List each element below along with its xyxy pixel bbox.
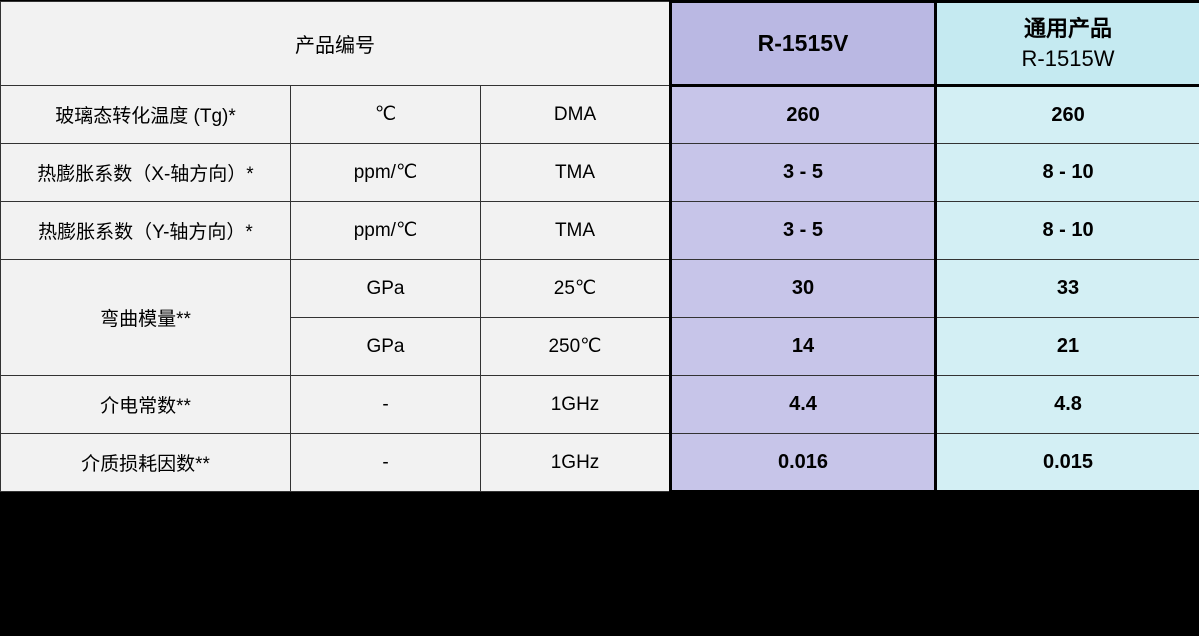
spec-table-container: 产品编号 R-1515V 通用产品 R-1515W 玻璃态转化温度 (Tg)* … xyxy=(0,0,1199,493)
header-generic-line1: 通用产品 xyxy=(937,14,1199,44)
spec-table: 产品编号 R-1515V 通用产品 R-1515W 玻璃态转化温度 (Tg)* … xyxy=(0,0,1199,493)
val-r-cell: 260 xyxy=(671,86,936,144)
cond-cell: TMA xyxy=(481,202,671,260)
unit-cell: GPa xyxy=(291,260,481,318)
unit-cell: ppm/℃ xyxy=(291,202,481,260)
table-row: 介质损耗因数** - 1GHz 0.016 0.015 xyxy=(1,434,1199,492)
val-c-cell: 260 xyxy=(936,86,1199,144)
table-row: 热膨胀系数（X-轴方向）* ppm/℃ TMA 3 - 5 8 - 10 xyxy=(1,144,1199,202)
header-col-generic: 通用产品 R-1515W xyxy=(936,2,1199,86)
table-row: 热膨胀系数（Y-轴方向）* ppm/℃ TMA 3 - 5 8 - 10 xyxy=(1,202,1199,260)
prop-cell: 介质损耗因数** xyxy=(1,434,291,492)
cond-cell: TMA xyxy=(481,144,671,202)
unit-cell: - xyxy=(291,434,481,492)
cond-cell: 250℃ xyxy=(481,318,671,376)
unit-cell: - xyxy=(291,376,481,434)
val-c-cell: 21 xyxy=(936,318,1199,376)
val-r-cell: 4.4 xyxy=(671,376,936,434)
val-r-cell: 3 - 5 xyxy=(671,144,936,202)
val-c-cell: 8 - 10 xyxy=(936,202,1199,260)
prop-cell: 热膨胀系数（Y-轴方向）* xyxy=(1,202,291,260)
val-c-cell: 8 - 10 xyxy=(936,144,1199,202)
prop-cell: 热膨胀系数（X-轴方向）* xyxy=(1,144,291,202)
val-c-cell: 0.015 xyxy=(936,434,1199,492)
cond-cell: DMA xyxy=(481,86,671,144)
table-row: 介电常数** - 1GHz 4.4 4.8 xyxy=(1,376,1199,434)
val-r-cell: 3 - 5 xyxy=(671,202,936,260)
cond-cell: 1GHz xyxy=(481,434,671,492)
prop-cell: 弯曲模量** xyxy=(1,260,291,376)
cond-cell: 25℃ xyxy=(481,260,671,318)
unit-cell: ℃ xyxy=(291,86,481,144)
val-r-cell: 0.016 xyxy=(671,434,936,492)
table-row: 玻璃态转化温度 (Tg)* ℃ DMA 260 260 xyxy=(1,86,1199,144)
prop-cell: 玻璃态转化温度 (Tg)* xyxy=(1,86,291,144)
prop-cell: 介电常数** xyxy=(1,376,291,434)
header-generic-line2: R-1515W xyxy=(937,44,1199,74)
val-r-cell: 14 xyxy=(671,318,936,376)
cond-cell: 1GHz xyxy=(481,376,671,434)
table-row: 弯曲模量** GPa 25℃ 30 33 xyxy=(1,260,1199,318)
unit-cell: ppm/℃ xyxy=(291,144,481,202)
header-product-label: 产品编号 xyxy=(1,2,671,86)
val-r-cell: 30 xyxy=(671,260,936,318)
val-c-cell: 33 xyxy=(936,260,1199,318)
header-row: 产品编号 R-1515V 通用产品 R-1515W xyxy=(1,2,1199,86)
header-col-r1515v: R-1515V xyxy=(671,2,936,86)
unit-cell: GPa xyxy=(291,318,481,376)
val-c-cell: 4.8 xyxy=(936,376,1199,434)
